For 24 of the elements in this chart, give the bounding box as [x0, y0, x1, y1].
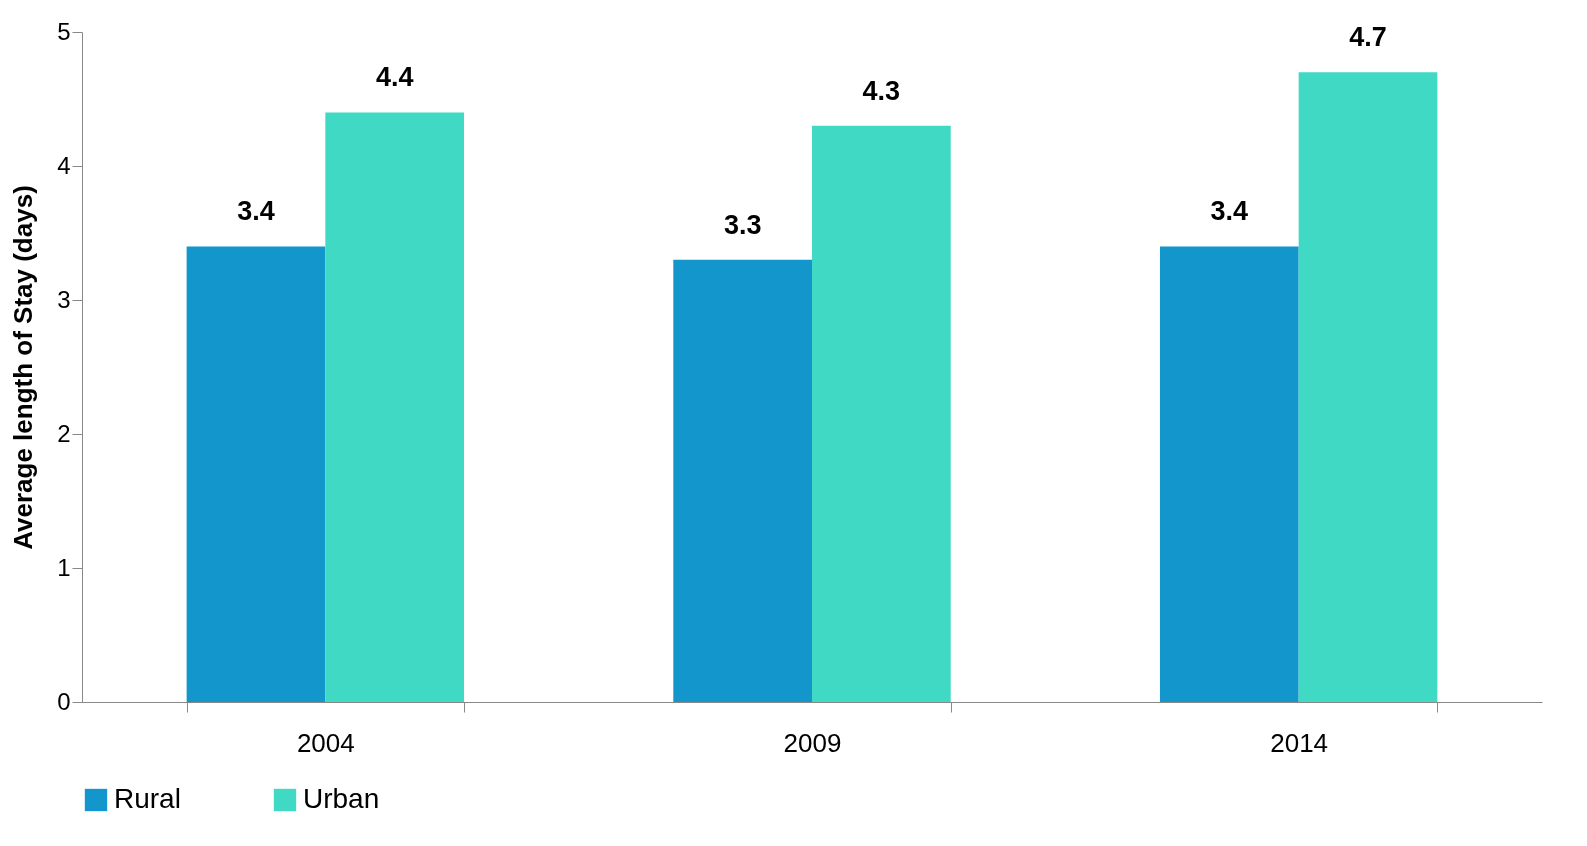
legend-label: Urban	[303, 783, 380, 814]
bar	[812, 125, 951, 702]
y-tick-label: 4	[57, 151, 71, 179]
data-label: 4.4	[375, 62, 414, 93]
data-label: 3.4	[237, 196, 275, 227]
bar	[186, 246, 326, 702]
y-axis-title: Average length of Stay (days)	[8, 185, 39, 550]
data-label: 4.3	[862, 75, 901, 106]
legend-label: Rural	[114, 783, 181, 814]
bar	[1159, 246, 1299, 702]
bar	[325, 112, 465, 702]
x-tick-label: 2009	[783, 727, 842, 758]
y-tick-label: 5	[57, 17, 71, 45]
y-tick-label: 1	[57, 553, 71, 581]
data-label: 4.7	[1349, 22, 1387, 53]
bar	[673, 259, 812, 702]
data-label: 3.4	[1210, 196, 1249, 227]
x-tick-label: 2014	[1270, 727, 1329, 758]
y-tick-label: 3	[57, 285, 71, 313]
bar	[1298, 72, 1438, 702]
data-label: 3.3	[723, 209, 762, 240]
y-tick-label: 0	[57, 687, 71, 715]
y-tick-label: 2	[57, 419, 71, 447]
x-tick-label: 2004	[296, 727, 355, 758]
